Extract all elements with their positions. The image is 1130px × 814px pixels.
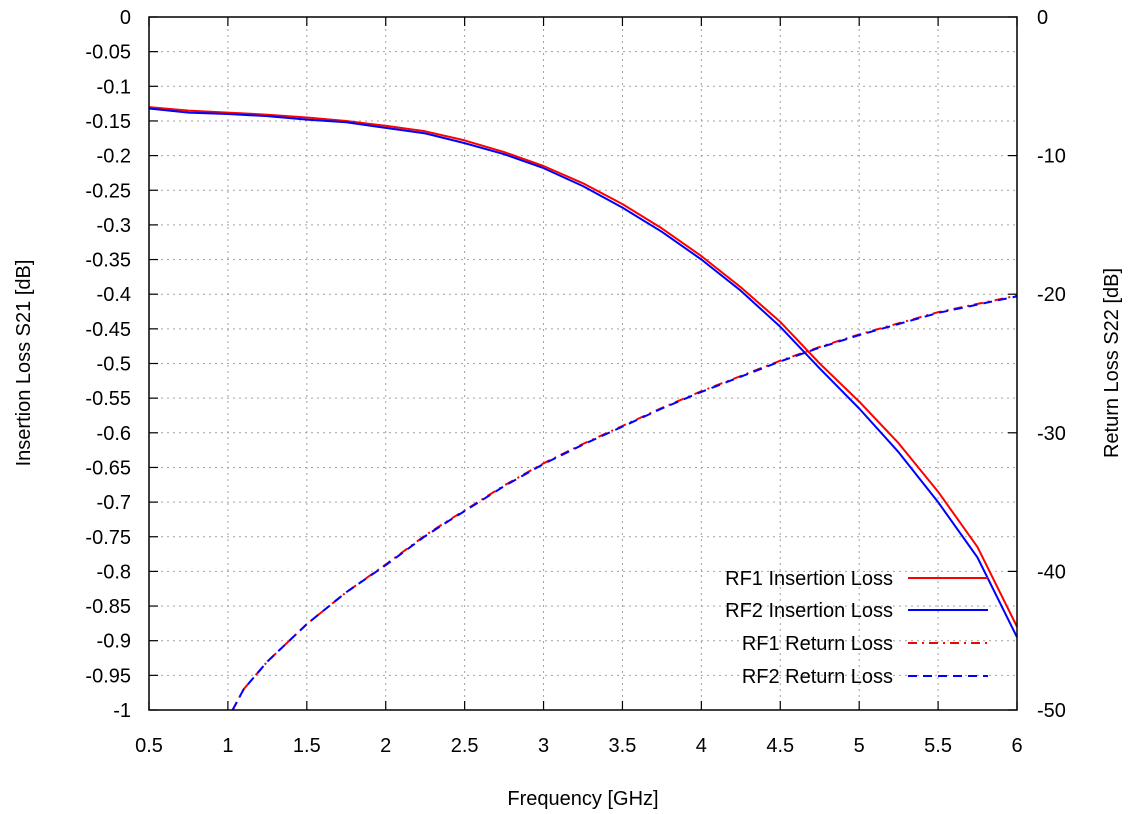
y-tick-label: -0.2 [97, 146, 131, 168]
y-tick-label: -0.45 [85, 319, 131, 341]
y-tick-label: -0.1 [97, 76, 131, 98]
y2-tick-label: 0 [1037, 7, 1048, 29]
x-tick-label: 0.5 [135, 735, 163, 757]
y-tick-label: -0.55 [85, 388, 131, 410]
legend-label: RF2 Return Loss [742, 666, 893, 688]
x-tick-label: 6 [1011, 735, 1022, 757]
y-tick-label: -0.7 [97, 492, 131, 514]
x-axis-title: Frequency [GHz] [507, 788, 658, 810]
y-tick-label: -0.75 [85, 527, 131, 549]
legend-label: RF1 Return Loss [742, 633, 893, 655]
y-tick-label: -1 [113, 700, 131, 722]
y-tick-label: 0 [120, 7, 131, 29]
x-tick-label: 5 [854, 735, 865, 757]
series-line-3 [231, 294, 1018, 711]
axis-ticks: 0.5 1 1.5 2 2.5 3 3.5 4 4.5 5 5.5 6 0 -0.05 -0.1 -0.15 -… [85, 7, 1066, 757]
y-tick-label: -0.4 [97, 284, 131, 306]
y2-tick-label: -30 [1037, 423, 1066, 445]
y-tick-label: -0.25 [85, 180, 131, 202]
y2-tick-label: -10 [1037, 146, 1066, 168]
y2-tick-label: -50 [1037, 700, 1066, 722]
x-tick-label: 5.5 [924, 735, 952, 757]
x-tick-label: 1 [222, 735, 233, 757]
series-lines [148, 106, 1018, 711]
y-axis-title: Insertion Loss S21 [dB] [13, 260, 35, 467]
x-tick-label: 3.5 [609, 735, 637, 757]
x-tick-label: 4 [696, 735, 707, 757]
grid [149, 17, 1017, 710]
x-tick-label: 1.5 [293, 735, 321, 757]
y-tick-label: -0.65 [85, 457, 131, 479]
y-tick-label: -0.95 [85, 665, 131, 687]
legend: RF1 Insertion Loss RF2 Insertion Loss RF1 … [725, 568, 988, 688]
legend-label: RF2 Insertion Loss [725, 600, 893, 622]
y2-tick-label: -20 [1037, 284, 1066, 306]
y-tick-label: -0.8 [97, 561, 131, 583]
x-tick-label: 3 [538, 735, 549, 757]
y-tick-label: -0.35 [85, 250, 131, 272]
y2-axis-title: Return Loss S22 [dB] [1101, 268, 1123, 458]
y-tick-label: -0.9 [97, 631, 131, 653]
y-tick-label: -0.05 [85, 42, 131, 64]
y2-tick-label: -40 [1037, 561, 1066, 583]
series-line-4 [231, 295, 1018, 711]
y-tick-label: -0.85 [85, 596, 131, 618]
series-line-1 [148, 106, 1018, 628]
y-tick-label: -0.5 [97, 354, 131, 376]
y-tick-label: -0.3 [97, 215, 131, 237]
y-tick-label: -0.6 [97, 423, 131, 445]
x-tick-label: 4.5 [766, 735, 794, 757]
y-tick-label: -0.15 [85, 111, 131, 133]
x-tick-label: 2 [380, 735, 391, 757]
series-line-2 [148, 107, 1018, 638]
x-tick-label: 2.5 [451, 735, 479, 757]
legend-label: RF1 Insertion Loss [725, 568, 893, 590]
